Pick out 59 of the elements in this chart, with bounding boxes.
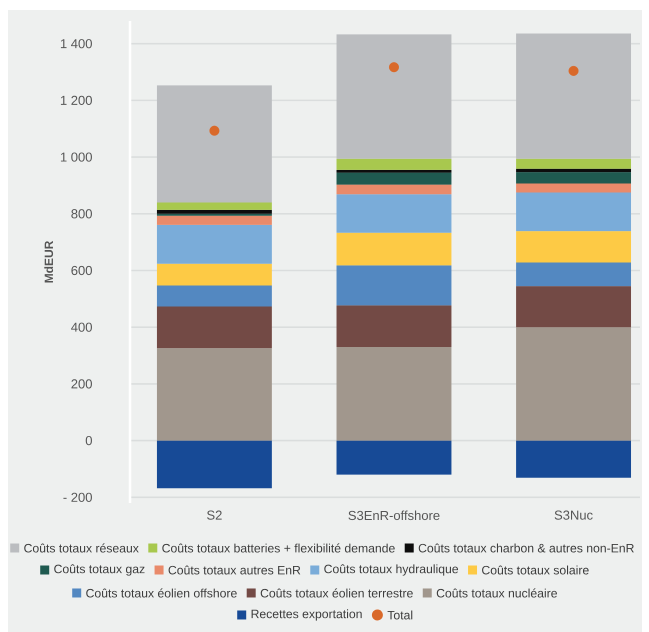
y-tick-label: 1 400 — [60, 39, 92, 48]
bar — [156, 216, 272, 225]
bar — [156, 440, 272, 488]
bar — [156, 306, 272, 348]
legend-label: Coûts totaux autres EnR — [168, 565, 300, 574]
bar — [336, 347, 452, 441]
y-tick-label: 600 — [71, 266, 92, 276]
legend-label: Coûts totaux réseaux — [24, 543, 139, 553]
bar — [336, 194, 452, 233]
bar — [516, 168, 632, 172]
legend-label: Coûts totaux batteries + flexibilité demande — [162, 543, 395, 553]
bar — [516, 286, 632, 328]
y-tick-label: 0 — [86, 436, 92, 446]
bar — [156, 202, 272, 210]
bar — [336, 158, 452, 170]
bar — [516, 231, 632, 263]
legend-label: Coûts totaux charbon & autres non-EnR — [418, 543, 634, 552]
bar — [516, 183, 632, 193]
bar — [336, 305, 452, 348]
bar — [336, 232, 452, 266]
bar — [516, 33, 632, 159]
legend-label: Coûts totaux nucléaire — [436, 588, 557, 598]
bar — [516, 172, 632, 184]
legend-label: Coûts totaux éolien terrestre — [260, 588, 413, 598]
legend-label: Coûts totaux éolien offshore — [86, 588, 237, 598]
bar — [336, 172, 452, 185]
point — [568, 66, 579, 76]
bar — [156, 264, 272, 286]
y-tick-label: 800 — [71, 209, 92, 218]
bar — [156, 348, 272, 441]
y-axis-title: MdEUR — [44, 240, 54, 283]
y-tick-label: - 200 — [63, 492, 92, 502]
bar — [156, 286, 272, 307]
x-tick-label: S2 — [207, 510, 222, 520]
point — [388, 62, 399, 72]
bar — [516, 327, 632, 441]
bar — [156, 210, 272, 214]
legend-label: Coûts totaux gaz — [54, 564, 145, 576]
bar — [516, 440, 632, 478]
bar — [336, 440, 452, 475]
x-tick-label: S3EnR-offshore — [348, 510, 440, 520]
bar — [516, 192, 632, 232]
y-tick-label: 200 — [71, 379, 92, 389]
bar — [156, 224, 272, 264]
bar — [336, 265, 452, 306]
bar — [516, 262, 632, 286]
x-tick-label: S3Nuc — [554, 510, 593, 520]
y-tick-label: 1 000 — [60, 152, 92, 162]
bar — [156, 85, 272, 202]
point — [209, 126, 220, 136]
legend-label: Recettes exportation — [252, 609, 362, 621]
legend-label: Coûts totaux hydraulique — [324, 564, 458, 576]
y-tick-label: 1 200 — [60, 96, 92, 105]
legend-label: Total — [388, 610, 412, 620]
bar — [516, 158, 632, 169]
bar — [336, 34, 452, 159]
bar — [336, 184, 452, 194]
y-tick-label: 400 — [71, 322, 92, 332]
legend-label: Coûts totaux solaire — [482, 565, 589, 574]
